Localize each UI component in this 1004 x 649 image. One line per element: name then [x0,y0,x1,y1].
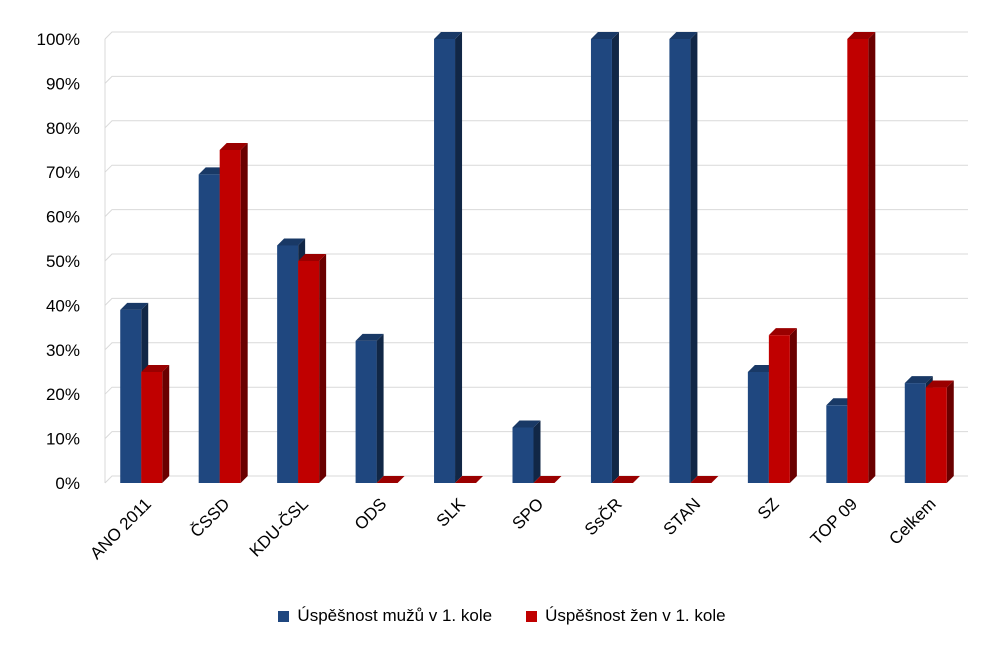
legend-item-men: Úspěšnost mužů v 1. kole [278,606,492,626]
bar-women [925,380,954,483]
y-tick-label: 90% [46,74,80,93]
bar-women [219,143,248,483]
legend-swatch-women [526,610,538,622]
bar-chart: 0% 10% 20% 30% 40% 50% 60% 70% 80% 90% 100% ANO 20… [37,30,968,563]
y-tick-label: 20% [46,385,80,404]
y-tick-label: 100% [37,30,80,49]
y-tick-label: 40% [46,296,80,315]
y-tick-label: 0% [55,474,80,493]
gridline [104,75,968,84]
x-axis-ticks: ANO 2011 ČSSD KDU-ČSL ODS SLK SPO SsČR STAN SZ TO… [86,494,939,563]
bars [120,32,954,484]
y-tick-label: 80% [46,119,80,138]
legend-item-women: Úspěšnost žen v 1. kole [526,606,726,626]
x-tick-label: KDU-ČSL [246,494,312,560]
x-tick-label: TOP 09 [807,494,861,548]
bar-women [533,476,562,483]
bar-women [141,365,170,483]
legend-swatch-men [278,610,290,622]
gridline [104,120,968,129]
bar-women [455,476,484,483]
y-tick-label: 50% [46,252,80,271]
x-tick-label: SLK [433,494,470,531]
x-tick-label: SZ [754,494,783,523]
bar-men [434,32,463,483]
x-tick-label: STAN [660,494,705,539]
x-tick-label: SPO [509,494,548,533]
bar-men [355,333,384,483]
x-tick-label: ČSSD [187,494,234,541]
y-axis-ticks: 0% 10% 20% 30% 40% 50% 60% 70% 80% 90% 100% [37,30,80,493]
gridline [104,31,968,40]
x-tick-label: ODS [351,494,390,533]
bar-men [590,32,619,483]
y-tick-label: 60% [46,208,80,227]
x-tick-label: SsČR [581,494,626,539]
bar-men [512,420,541,483]
y-tick-label: 70% [46,163,80,182]
bar-women [768,328,797,483]
legend-label-women: Úspěšnost žen v 1. kole [545,606,726,625]
bar-men [669,32,698,483]
x-tick-label: ANO 2011 [86,494,155,563]
y-tick-label: 10% [46,430,80,449]
bar-women [847,32,876,483]
bar-women [298,254,327,483]
legend-label-men: Úspěšnost mužů v 1. kole [297,606,493,625]
bar-women [690,476,719,483]
bar-women [376,476,405,483]
y-tick-label: 30% [46,341,80,360]
bar-women [611,476,640,483]
legend: Úspěšnost mužů v 1. kole Úspěšnost žen v… [0,606,1004,626]
x-tick-label: Celkem [885,494,939,548]
